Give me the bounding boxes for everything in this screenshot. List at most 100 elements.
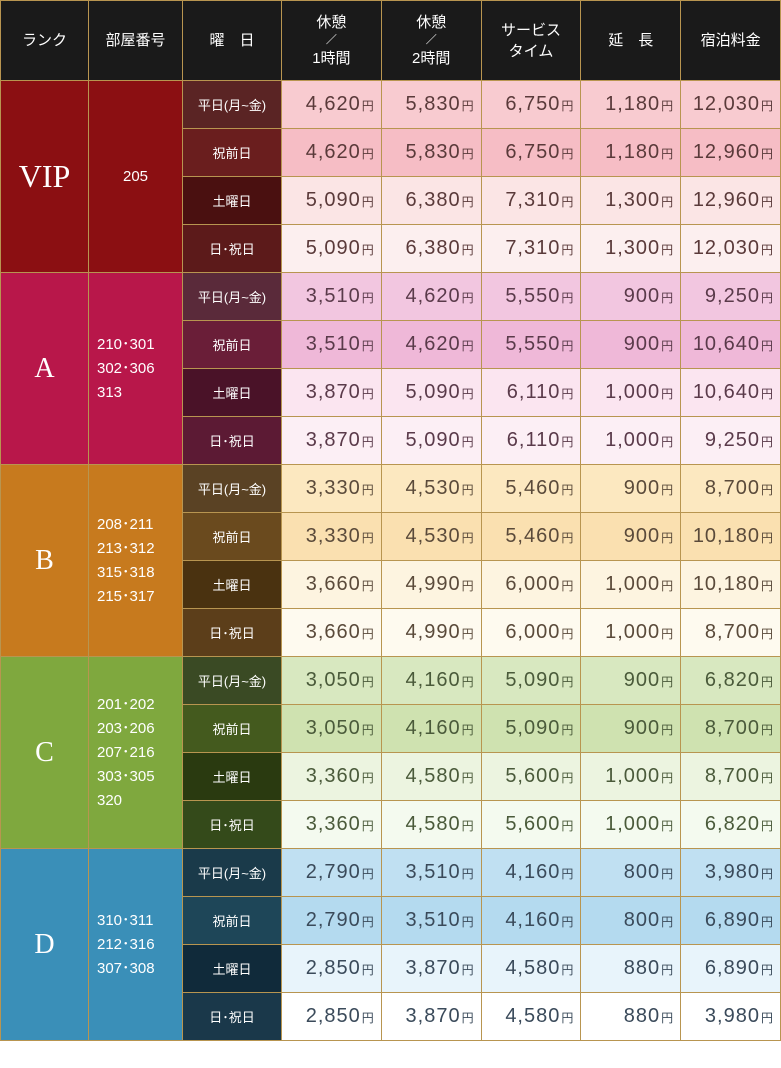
- price-cell: 3,510円: [381, 849, 481, 897]
- price-cell: 3,330円: [282, 513, 382, 561]
- day-cell: 祝前日: [183, 705, 282, 753]
- rank-cell: D: [1, 849, 89, 1041]
- price-cell: 3,510円: [381, 897, 481, 945]
- day-cell: 平日(月~金): [183, 81, 282, 129]
- price-cell: 6,890円: [681, 897, 781, 945]
- price-cell: 4,530円: [381, 513, 481, 561]
- price-cell: 8,700円: [681, 465, 781, 513]
- price-cell: 12,030円: [681, 225, 781, 273]
- price-cell: 3,870円: [282, 417, 382, 465]
- price-cell: 12,030円: [681, 81, 781, 129]
- price-cell: 1,300円: [581, 225, 681, 273]
- price-cell: 4,160円: [381, 657, 481, 705]
- room-cell: 310･311212･316307･308: [89, 849, 183, 1041]
- day-cell: 祝前日: [183, 897, 282, 945]
- rank-cell: B: [1, 465, 89, 657]
- price-cell: 1,000円: [581, 369, 681, 417]
- price-cell: 900円: [581, 513, 681, 561]
- day-cell: 日･祝日: [183, 609, 282, 657]
- price-cell: 900円: [581, 657, 681, 705]
- header-stay: 宿泊料金: [681, 1, 781, 81]
- price-cell: 10,180円: [681, 513, 781, 561]
- price-cell: 4,580円: [381, 801, 481, 849]
- day-cell: 日･祝日: [183, 801, 282, 849]
- table-row: VIP205平日(月~金)4,620円5,830円6,750円1,180円12,…: [1, 81, 781, 129]
- price-cell: 4,160円: [481, 849, 581, 897]
- price-cell: 12,960円: [681, 129, 781, 177]
- price-cell: 3,330円: [282, 465, 382, 513]
- price-cell: 3,870円: [282, 369, 382, 417]
- price-cell: 3,050円: [282, 705, 382, 753]
- table-row: A210･301302･306313平日(月~金)3,510円4,620円5,5…: [1, 273, 781, 321]
- day-cell: 土曜日: [183, 177, 282, 225]
- price-cell: 4,580円: [381, 753, 481, 801]
- header-day: 曜 日: [183, 1, 282, 81]
- price-cell: 5,550円: [481, 321, 581, 369]
- price-cell: 4,620円: [282, 81, 382, 129]
- price-cell: 800円: [581, 849, 681, 897]
- price-cell: 3,980円: [681, 849, 781, 897]
- day-cell: 日･祝日: [183, 225, 282, 273]
- price-cell: 1,180円: [581, 129, 681, 177]
- room-cell: 208･211213･312315･318215･317: [89, 465, 183, 657]
- price-cell: 5,460円: [481, 465, 581, 513]
- day-cell: 平日(月~金): [183, 849, 282, 897]
- price-cell: 5,090円: [481, 657, 581, 705]
- price-cell: 1,000円: [581, 417, 681, 465]
- price-cell: 8,700円: [681, 753, 781, 801]
- price-cell: 900円: [581, 273, 681, 321]
- price-cell: 3,510円: [282, 321, 382, 369]
- day-cell: 平日(月~金): [183, 465, 282, 513]
- price-cell: 800円: [581, 897, 681, 945]
- room-cell: 201･202203･206207･216303･305320: [89, 657, 183, 849]
- price-cell: 880円: [581, 993, 681, 1041]
- header-room: 部屋番号: [89, 1, 183, 81]
- price-cell: 1,000円: [581, 801, 681, 849]
- price-cell: 6,380円: [381, 225, 481, 273]
- price-cell: 6,000円: [481, 561, 581, 609]
- price-cell: 3,870円: [381, 945, 481, 993]
- day-cell: 日･祝日: [183, 993, 282, 1041]
- table-row: B208･211213･312315･318215･317平日(月~金)3,33…: [1, 465, 781, 513]
- price-cell: 3,870円: [381, 993, 481, 1041]
- price-cell: 1,000円: [581, 561, 681, 609]
- header-row: ランク 部屋番号 曜 日 休憩／1時間 休憩／2時間 サービスタイム 延 長 宿…: [1, 1, 781, 81]
- day-cell: 平日(月~金): [183, 273, 282, 321]
- header-extend: 延 長: [581, 1, 681, 81]
- header-rest1: 休憩／1時間: [282, 1, 382, 81]
- rank-cell: VIP: [1, 81, 89, 273]
- price-cell: 6,890円: [681, 945, 781, 993]
- day-cell: 祝前日: [183, 129, 282, 177]
- price-cell: 5,600円: [481, 801, 581, 849]
- price-cell: 5,090円: [282, 177, 382, 225]
- day-cell: 平日(月~金): [183, 657, 282, 705]
- price-cell: 5,460円: [481, 513, 581, 561]
- day-cell: 土曜日: [183, 369, 282, 417]
- price-cell: 900円: [581, 465, 681, 513]
- header-rank: ランク: [1, 1, 89, 81]
- price-cell: 5,090円: [481, 705, 581, 753]
- price-cell: 4,160円: [381, 705, 481, 753]
- room-cell: 210･301302･306313: [89, 273, 183, 465]
- day-cell: 土曜日: [183, 753, 282, 801]
- day-cell: 祝前日: [183, 321, 282, 369]
- table-row: D310･311212･316307･308平日(月~金)2,790円3,510…: [1, 849, 781, 897]
- price-cell: 900円: [581, 321, 681, 369]
- price-cell: 4,620円: [381, 321, 481, 369]
- day-cell: 日･祝日: [183, 417, 282, 465]
- rank-cell: A: [1, 273, 89, 465]
- price-cell: 880円: [581, 945, 681, 993]
- price-cell: 3,360円: [282, 753, 382, 801]
- price-cell: 900円: [581, 705, 681, 753]
- price-cell: 10,640円: [681, 321, 781, 369]
- price-cell: 9,250円: [681, 417, 781, 465]
- price-cell: 3,660円: [282, 561, 382, 609]
- price-cell: 4,620円: [282, 129, 382, 177]
- price-table: ランク 部屋番号 曜 日 休憩／1時間 休憩／2時間 サービスタイム 延 長 宿…: [0, 0, 781, 1041]
- price-cell: 6,820円: [681, 801, 781, 849]
- price-cell: 3,050円: [282, 657, 382, 705]
- table-row: C201･202203･206207･216303･305320平日(月~金)3…: [1, 657, 781, 705]
- price-cell: 8,700円: [681, 705, 781, 753]
- price-cell: 5,550円: [481, 273, 581, 321]
- day-cell: 土曜日: [183, 561, 282, 609]
